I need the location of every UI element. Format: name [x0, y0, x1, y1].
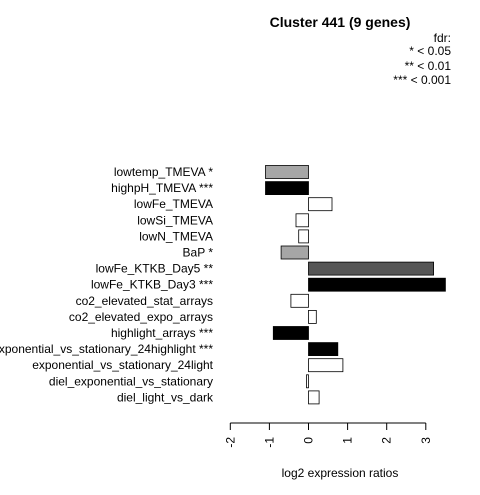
legend-entry-3: *** < 0.001 [393, 73, 451, 87]
bar-3 [308, 197, 333, 212]
category-label-8: lowFe_KTKB_Day3 *** [91, 278, 213, 292]
bar-11 [272, 326, 309, 340]
category-label-15: diel_light_vs_dark [117, 390, 214, 404]
legend-title: fdr: [434, 31, 451, 45]
bar-6 [280, 245, 309, 260]
category-label-11: highlight_arrays *** [111, 326, 213, 340]
bar-14 [306, 374, 309, 389]
category-labels: lowtemp_TMEVA * highpH_TMEVA *** lowFe_TME… [0, 165, 214, 404]
bar-13 [308, 358, 344, 373]
x-tick-label-6: 3 [419, 437, 433, 444]
category-label-3: lowFe_TMEVA [134, 197, 213, 211]
category-label-14: diel_exponential_vs_stationary [49, 374, 213, 388]
bar-12 [308, 342, 339, 357]
x-tick-label-4: 1 [341, 437, 355, 444]
bar-10 [308, 309, 317, 324]
category-label-13: exponential_vs_stationary_24light [32, 358, 213, 372]
chart-title: Cluster 441 (9 genes) [270, 14, 411, 30]
legend-entry-1: * < 0.05 [409, 44, 451, 58]
bar-1 [265, 165, 309, 179]
category-label-5: lowN_TMEVA [139, 229, 213, 243]
category-label-10: co2_elevated_expo_arrays [69, 310, 213, 324]
bar-4 [295, 213, 309, 228]
bars-group [265, 165, 446, 405]
category-label-1: lowtemp_TMEVA * [114, 165, 213, 179]
x-axis: -2 -1 0 1 2 3 [223, 422, 433, 448]
category-label-12: exponential_vs_stationary_24highlight **… [0, 342, 213, 356]
bar-5 [298, 229, 309, 244]
bar-9 [290, 293, 309, 308]
bar-15 [308, 390, 320, 405]
bar-7 [308, 261, 434, 276]
category-label-6: BaP * [183, 246, 214, 260]
category-label-4: lowSi_TMEVA [137, 213, 213, 227]
category-label-7: lowFe_KTKB_Day5 ** [96, 262, 214, 276]
x-tick-label-5: 2 [380, 437, 394, 444]
legend: fdr: * < 0.05 ** < 0.01 *** < 0.001 [393, 31, 451, 87]
legend-entry-2: ** < 0.01 [405, 59, 452, 73]
x-tick-label-3: 0 [302, 437, 316, 444]
bar-8 [308, 277, 446, 292]
category-label-9: co2_elevated_stat_arrays [76, 294, 213, 308]
x-tick-label-2: -1 [262, 437, 276, 448]
category-label-2: highpH_TMEVA *** [111, 181, 213, 195]
x-axis-label: log2 expression ratios [282, 466, 399, 480]
bar-2 [265, 181, 309, 196]
x-tick-label-1: -2 [223, 437, 237, 448]
